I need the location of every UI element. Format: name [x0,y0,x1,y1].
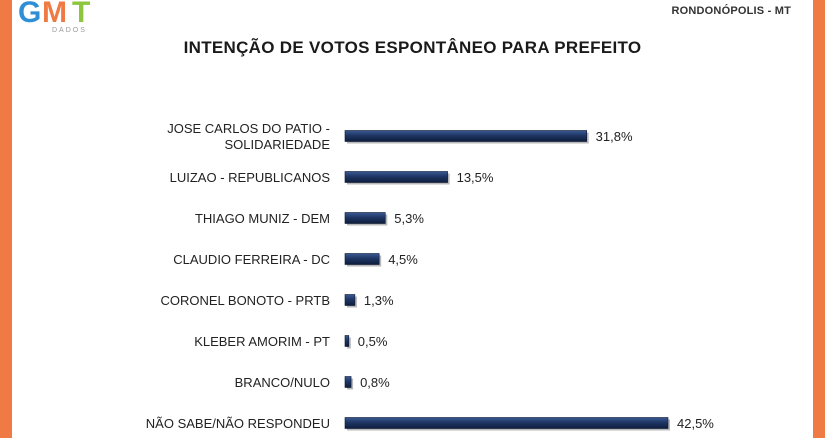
category-label: KLEBER AMORIM - PT [194,334,330,349]
svg-text:T: T [72,0,90,29]
category-label: CORONEL BONOTO - PRTB [160,293,330,308]
bar [344,376,352,388]
value-label: 0,5% [358,334,388,349]
category-label: NÃO SABE/NÃO RESPONDEU [146,416,330,431]
category-label: BRANCO/NULO [235,375,330,390]
svg-text:G: G [18,0,41,29]
bar [344,294,356,306]
category-label: LUIZAO - REPUBLICANOS [170,170,331,185]
bar [344,253,380,265]
bar [344,171,448,183]
value-label: 42,5% [677,416,714,431]
bar-chart: JOSE CARLOS DO PATIO -SOLIDARIEDADE 31,8%… [146,121,715,431]
value-label: 0,8% [360,375,390,390]
chart-title: INTENÇÃO DE VOTOS ESPONTÂNEO PARA PREFEI… [183,38,642,57]
category-label: JOSE CARLOS DO PATIO - [167,121,330,136]
value-label: 1,3% [364,293,394,308]
category-label: THIAGO MUNIZ - DEM [195,211,330,226]
value-label: 4,5% [388,252,418,267]
category-label: SOLIDARIEDADE [225,137,331,152]
bar [344,212,386,224]
gmt-logo-icon: G M T DADOS [18,0,90,34]
svg-text:DADOS: DADOS [52,27,87,34]
category-label: CLAUDIO FERREIRA - DC [173,252,330,267]
value-label: 31,8% [596,129,633,144]
value-label: 13,5% [457,170,494,185]
region-label: RONDONÓPOLIS - MT [671,5,791,17]
bar [344,335,350,347]
svg-text:M: M [42,0,67,29]
company-logo: G M T DADOS [14,0,124,34]
value-label: 5,3% [394,211,424,226]
bar [344,130,587,142]
bar [344,417,669,429]
